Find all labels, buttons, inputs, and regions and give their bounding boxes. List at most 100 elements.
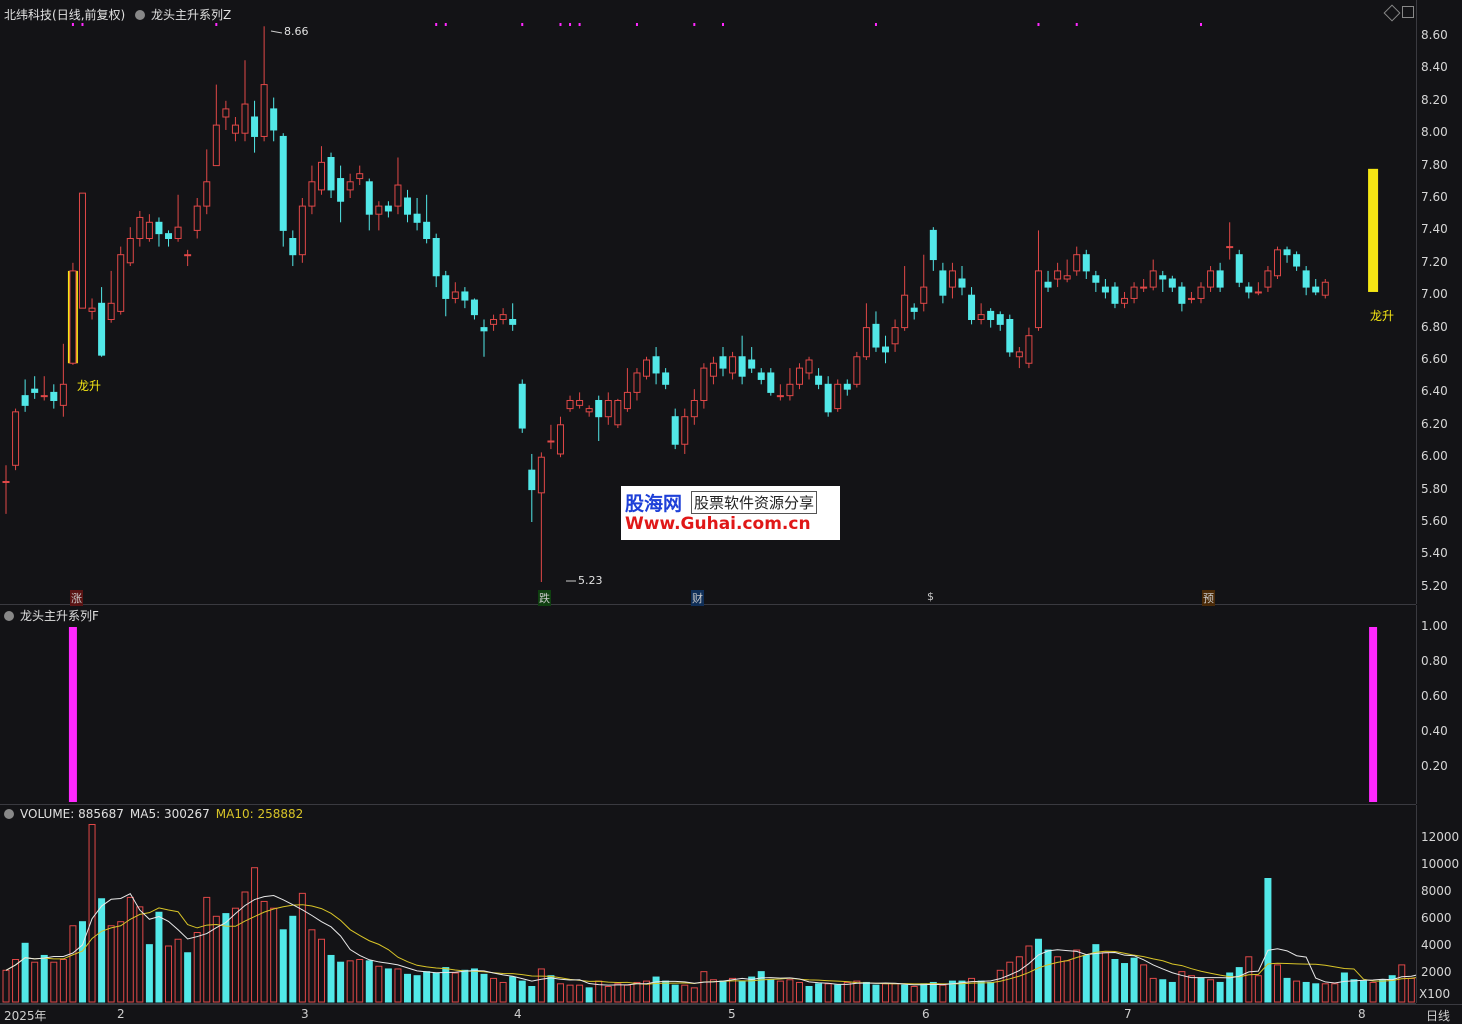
volume-bar [337, 961, 345, 1003]
volume-bar [136, 906, 144, 1003]
volume-bar [1407, 977, 1415, 1003]
candle-body [776, 395, 784, 398]
volume-bar [442, 967, 450, 1003]
volume-bar [1379, 979, 1387, 1003]
candle-body [910, 307, 918, 312]
time-label: 6 [922, 1007, 930, 1021]
volume-bar [518, 980, 526, 1003]
candle-body [1235, 254, 1243, 283]
volume-bar [88, 824, 96, 1003]
candlestick-chart[interactable] [0, 0, 1416, 604]
volume-bar [394, 968, 402, 1003]
ma10-value: MA10: 258882 [215, 807, 304, 821]
volume-bar [107, 925, 115, 1003]
candle-body [1025, 335, 1033, 364]
indicator-tick: 1.00 [1421, 619, 1448, 633]
candle-body [384, 205, 392, 212]
time-label: 4 [514, 1007, 522, 1021]
candle-body [117, 254, 125, 312]
candle-body [1168, 278, 1176, 288]
event-marker-fall[interactable]: 跌 [538, 590, 551, 606]
candle-body [977, 314, 985, 321]
candle-body [1092, 275, 1100, 283]
high-price-label: 8.66 [284, 25, 309, 38]
candle-body [1159, 275, 1167, 280]
volume-toggle-icon[interactable] [4, 809, 14, 819]
volume-tick: 2000 [1421, 965, 1452, 979]
candle-body [289, 238, 297, 256]
volume-tick: 8000 [1421, 884, 1452, 898]
volume-bar [1187, 975, 1195, 1003]
candle-body [882, 346, 890, 353]
volume-bar [824, 983, 832, 1003]
volume-bar [891, 983, 899, 1003]
price-tick: 5.60 [1421, 514, 1448, 528]
watermark: 股海网 股票软件资源分享 Www.Guhai.com.cn [621, 486, 840, 540]
candle-body [719, 356, 727, 369]
candle-body [834, 383, 842, 410]
indicator-title[interactable]: 龙头主升系列F [20, 609, 99, 623]
candle-body [643, 359, 651, 377]
volume-bar [365, 960, 373, 1003]
candle-body [853, 356, 861, 385]
volume-bar [709, 979, 717, 1003]
indicator-name[interactable]: 龙头主升系列Z [151, 8, 232, 22]
candle-body [958, 278, 966, 288]
candle-body [346, 181, 354, 191]
volume-bar [690, 987, 698, 1003]
indicator-chart [68, 627, 1378, 802]
event-marker-forecast[interactable]: 预 [1202, 590, 1215, 606]
candle-body [98, 302, 106, 356]
volume-bar [1398, 964, 1406, 1003]
candle-body [805, 359, 813, 374]
candle-body [356, 173, 364, 180]
candle-body [795, 367, 803, 385]
candle-body [1178, 286, 1186, 304]
candle-body [1140, 286, 1148, 289]
price-tick: 5.20 [1421, 578, 1448, 593]
period-selector[interactable]: 日线 [1426, 1009, 1451, 1023]
window-icon[interactable] [1402, 6, 1414, 18]
indicator-pane[interactable]: 龙头主升系列F [0, 605, 1416, 805]
volume-bar [910, 986, 918, 1003]
candle-body [394, 184, 402, 207]
candle-body [222, 108, 230, 118]
volume-bar [145, 944, 153, 1003]
price-tick: 6.20 [1421, 416, 1448, 431]
volume-bar [69, 925, 77, 1003]
candle-body [824, 383, 832, 413]
time-axis[interactable]: 2025年 2 3 4 5 6 7 8 日线 [0, 1004, 1462, 1024]
candle-body [1054, 270, 1062, 280]
candle-body [815, 375, 823, 385]
volume-bar [1350, 979, 1358, 1003]
volume-bar [1207, 979, 1215, 1003]
candle-body [862, 327, 870, 358]
candle-body [1111, 286, 1119, 304]
candle-body [365, 181, 373, 215]
volume-bar [1006, 961, 1014, 1003]
volume-bar [184, 952, 192, 1003]
indicator-toggle-icon[interactable] [135, 10, 146, 20]
volume-pane[interactable]: VOLUME: 885687 MA5: 300267 MA10: 258882 [0, 805, 1416, 1004]
time-label: 7 [1124, 1007, 1132, 1021]
candle-body [920, 286, 928, 304]
volume-bar [1025, 945, 1033, 1003]
candle-body [184, 254, 192, 257]
volume-bar [40, 954, 48, 1003]
event-marker-finance[interactable]: 财 [691, 590, 704, 606]
volume-bar [1159, 979, 1167, 1003]
event-marker-dividend[interactable]: $ [927, 590, 934, 603]
volume-bar [757, 971, 765, 1003]
candle-body [1312, 286, 1320, 293]
candle-body [375, 205, 383, 215]
volume-bar [671, 984, 679, 1003]
event-marker-rise[interactable]: 涨 [70, 590, 83, 606]
main-header: 北纬科技(日线,前复权) 龙头主升系列Z [4, 6, 237, 23]
time-label: 8 [1358, 1007, 1366, 1021]
event-dot [435, 23, 438, 26]
price-tick: 7.40 [1421, 222, 1448, 237]
event-dot [693, 23, 696, 26]
volume-bar [566, 984, 574, 1003]
price-chart-pane[interactable]: 北纬科技(日线,前复权) 龙头主升系列Z 8.66 5.23 龙升 龙升 涨 跌… [0, 0, 1416, 606]
indicator-toggle-icon[interactable] [4, 611, 14, 621]
